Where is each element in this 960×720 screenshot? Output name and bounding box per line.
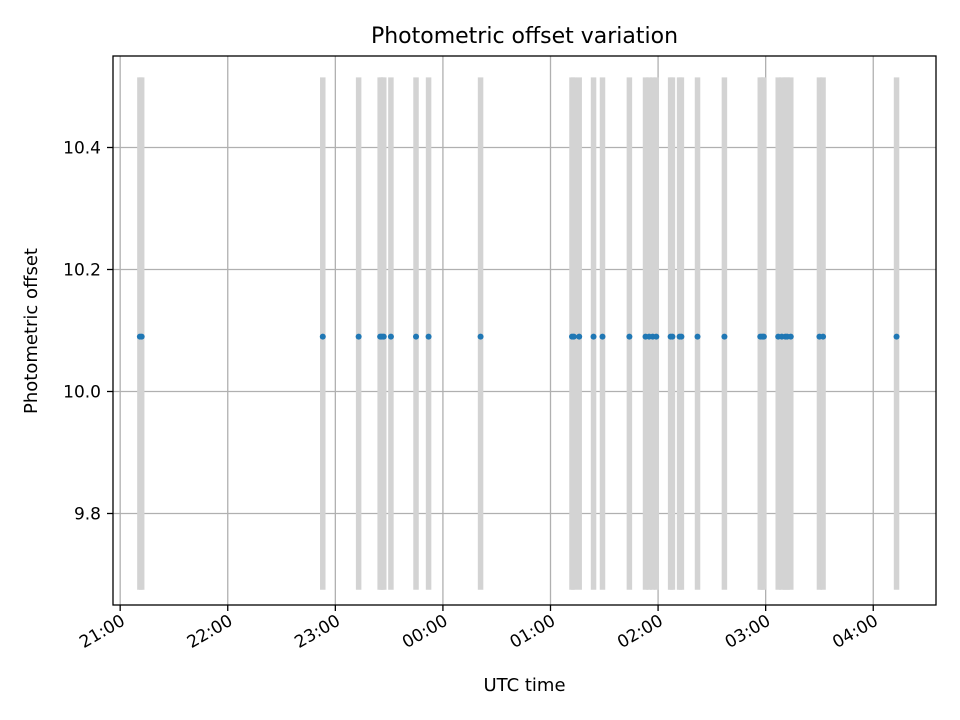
data-point [138,333,145,340]
x-axis-label: UTC time [483,675,565,696]
y-tick-label: 9.8 [74,505,101,525]
data-point [721,333,728,340]
y-axis-ticks: 9.8 10.0 10.2 10.4 [63,139,113,525]
data-point [820,333,827,340]
data-point [678,333,685,340]
y-tick-label: 10.4 [63,139,101,159]
data-point [760,333,767,340]
y-tick-label: 10.0 [63,383,101,403]
data-point [425,333,432,340]
grid-lines [113,56,936,605]
data-point [599,333,606,340]
plot-frame [112,55,937,606]
data-point [787,333,794,340]
data-point [477,333,484,340]
data-point [694,333,701,340]
data-point [590,333,597,340]
data-point [626,333,633,340]
data-point [319,333,326,340]
data-point [380,333,387,340]
y-axis-label: Photometric offset [21,248,42,414]
chart-title: Photometric offset variation [371,24,678,49]
data-point [387,333,394,340]
data-points [136,333,900,340]
data-point [570,333,577,340]
data-point [413,333,420,340]
data-point [653,333,660,340]
y-tick-label: 10.2 [63,261,101,281]
data-point [669,333,676,340]
observation-bands [137,77,900,590]
data-point [576,333,583,340]
data-point [893,333,900,340]
data-point [355,333,362,340]
